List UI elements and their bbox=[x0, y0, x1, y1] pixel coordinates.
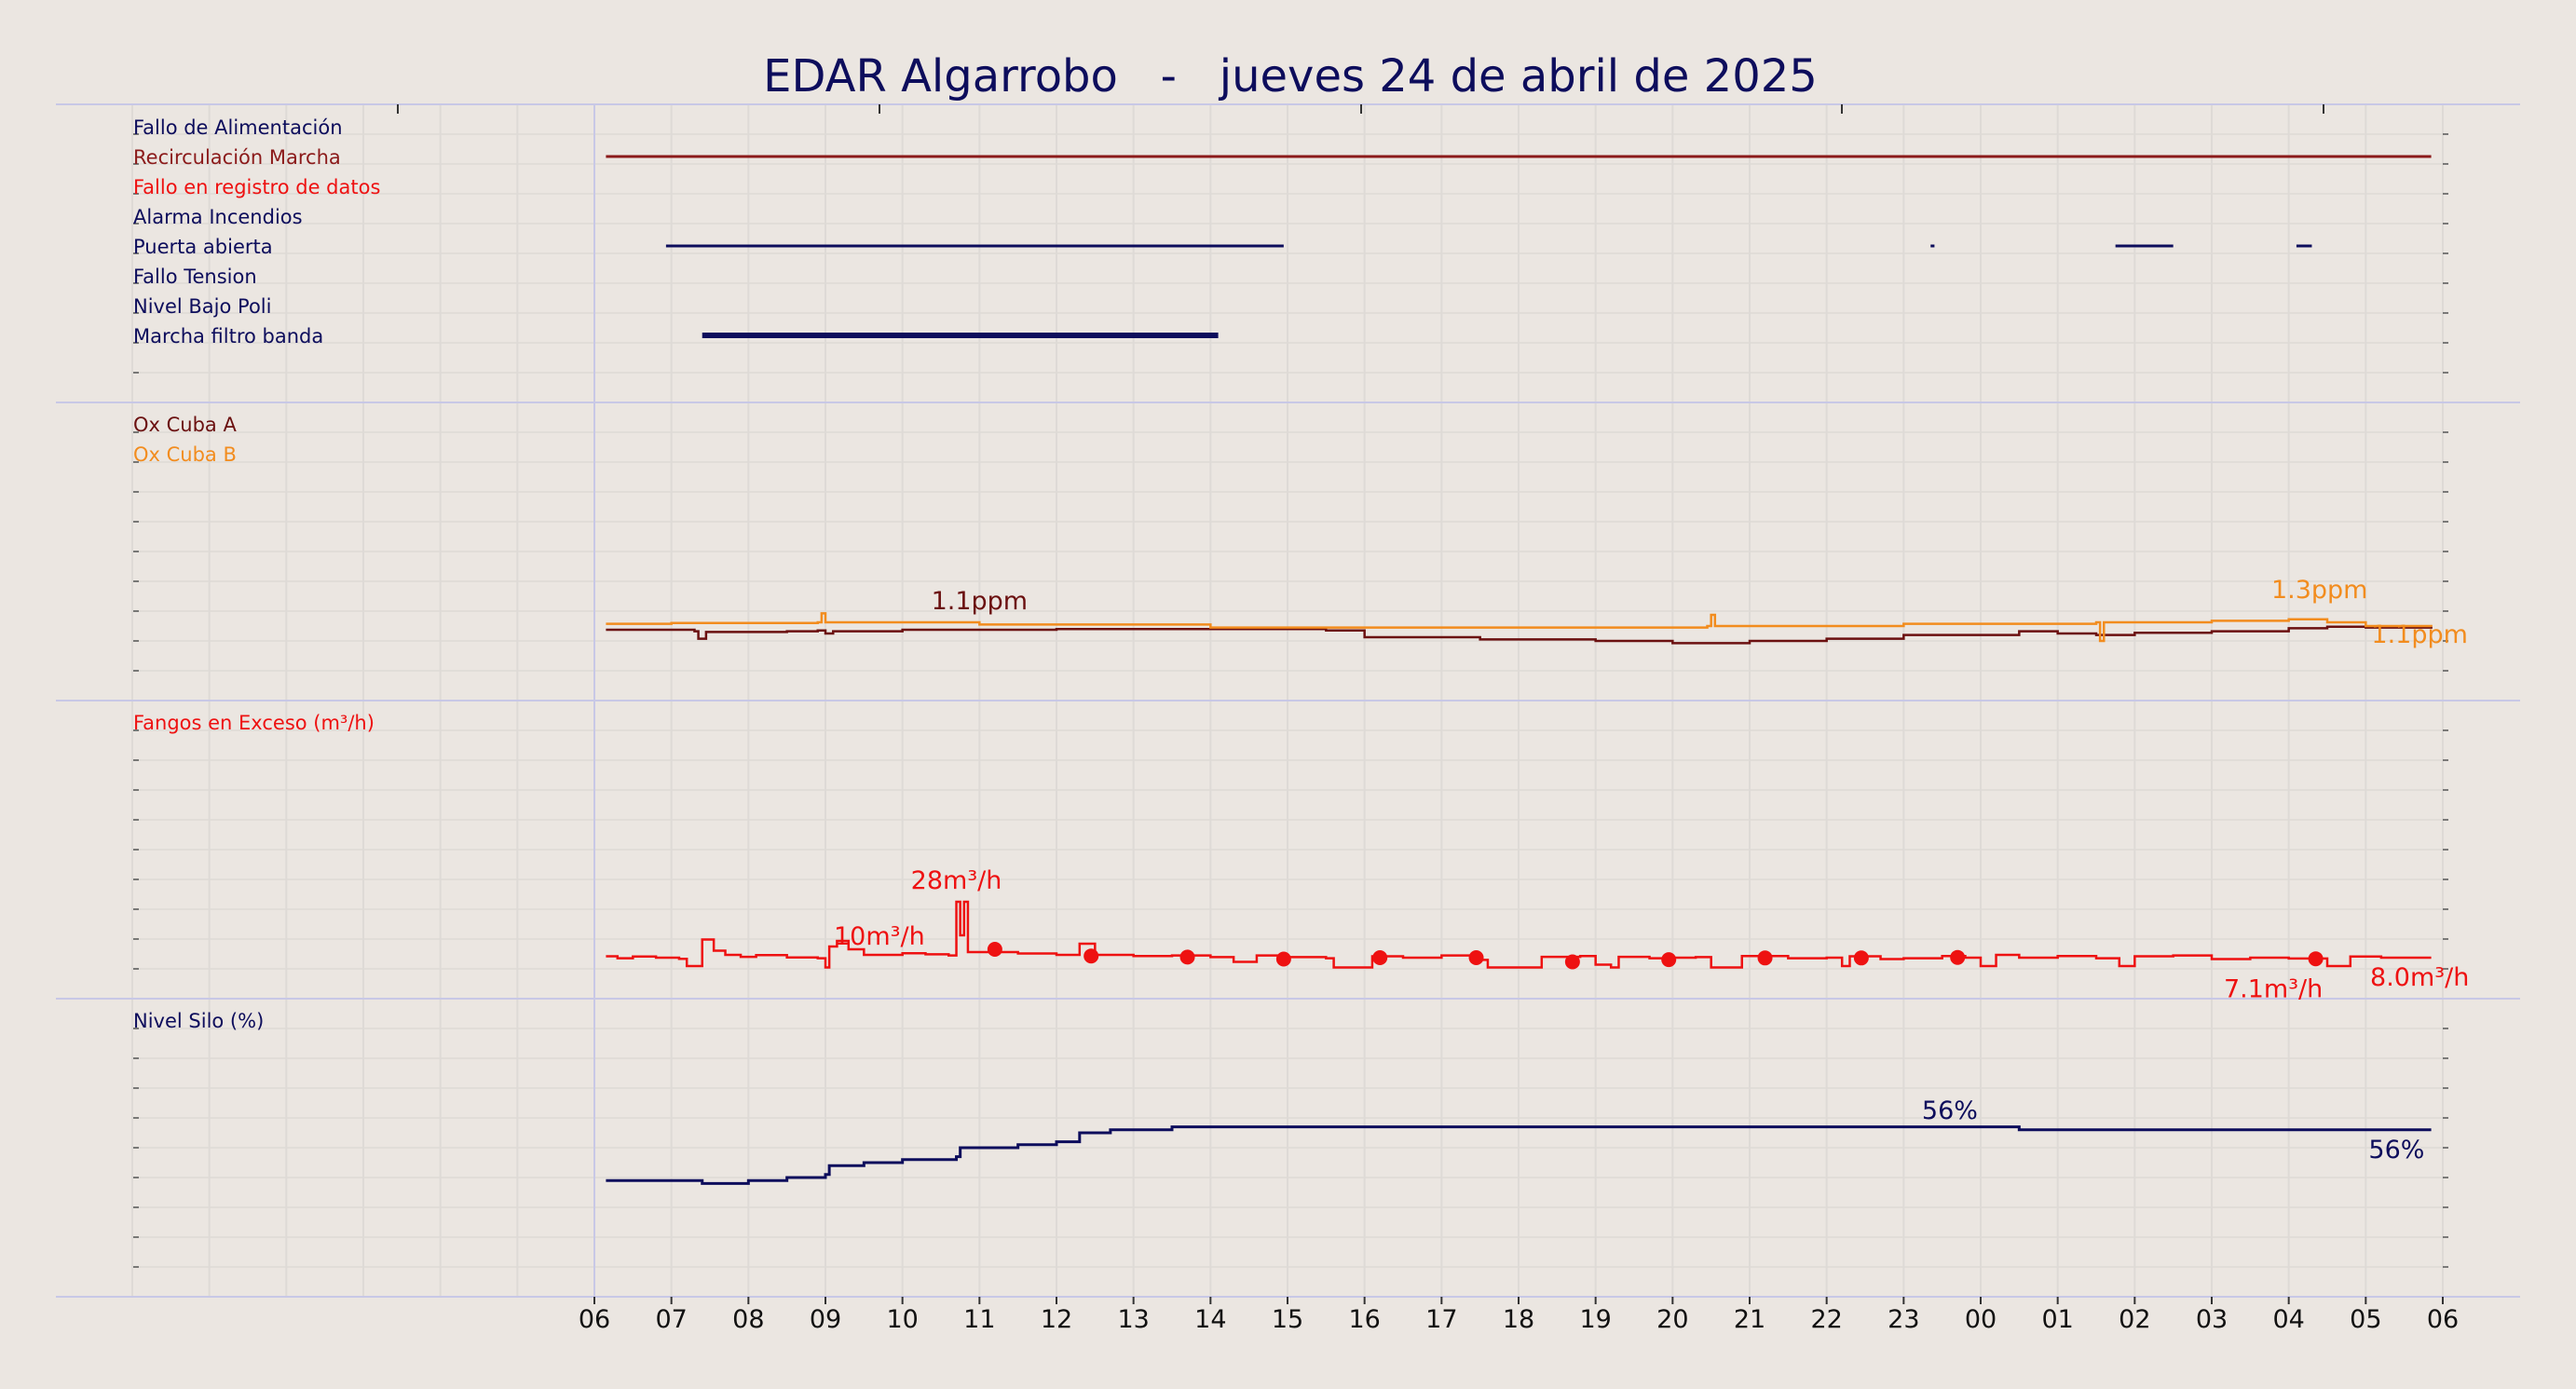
sludge-marker bbox=[1950, 949, 1966, 965]
silo-line bbox=[606, 1125, 2432, 1185]
x-tick-label: 11 bbox=[963, 1305, 995, 1334]
oxygen-legend-label: Ox Cuba A bbox=[133, 414, 237, 436]
silo-value-label: 56% bbox=[1922, 1096, 1978, 1125]
x-tick-label: 02 bbox=[2119, 1305, 2150, 1334]
x-tick-label: 23 bbox=[1888, 1305, 1919, 1334]
x-tick-label: 09 bbox=[810, 1305, 841, 1334]
sludge-marker bbox=[2308, 951, 2324, 967]
oxygen-value-label: 1.3ppm bbox=[2271, 576, 2368, 605]
sludge-marker bbox=[1757, 950, 1773, 966]
alarm-label: Puerta abierta bbox=[133, 236, 273, 258]
x-tick-label: 14 bbox=[1194, 1305, 1226, 1334]
x-tick-label: 19 bbox=[1579, 1305, 1611, 1334]
sludge-marker bbox=[1661, 952, 1677, 968]
x-tick-label: 13 bbox=[1117, 1305, 1149, 1334]
x-tick-label: 04 bbox=[2272, 1305, 2304, 1334]
x-tick-label: 00 bbox=[1965, 1305, 1997, 1334]
silo-panel: Nivel Silo (%) 56% 56% bbox=[133, 1010, 2432, 1185]
sludge-line bbox=[606, 900, 2432, 969]
oxygen-legend-label: Ox Cuba B bbox=[133, 443, 237, 466]
sludge-panel: Fangos en Exceso (m³/h) 28m³/h 10m³/h 7.1m³… bbox=[133, 712, 2469, 1004]
x-tick-label: 12 bbox=[1041, 1305, 1072, 1334]
sludge-value-label: 7.1m³/h bbox=[2224, 975, 2323, 1004]
oxygen-line bbox=[606, 612, 2433, 643]
sludge-marker bbox=[1372, 950, 1388, 965]
sludge-marker bbox=[1468, 950, 1484, 965]
oxygen-value-label: 1.1ppm bbox=[932, 587, 1029, 616]
sludge-marker bbox=[987, 942, 1002, 957]
alarm-panel: Fallo de Alimentación Recirculación March… bbox=[133, 116, 2432, 347]
alarm-label: Alarma Incendios bbox=[133, 206, 303, 228]
oxygen-value-label: 1.1ppm bbox=[2371, 620, 2468, 649]
sludge-value-label: 8.0m³/h bbox=[2370, 963, 2469, 992]
x-tick-label: 17 bbox=[1425, 1305, 1457, 1334]
sludge-marker bbox=[1275, 951, 1291, 967]
x-tick-label: 16 bbox=[1348, 1305, 1380, 1334]
sludge-marker bbox=[1179, 949, 1195, 965]
x-tick-label: 20 bbox=[1656, 1305, 1688, 1334]
x-tick-label: 22 bbox=[1810, 1305, 1842, 1334]
x-tick-label: 10 bbox=[886, 1305, 918, 1334]
x-tick-label: 21 bbox=[1734, 1305, 1765, 1334]
sludge-marker bbox=[1853, 950, 1869, 966]
oxygen-line bbox=[606, 625, 2433, 645]
chart-title: EDAR Algarrobo - jueves 24 de abril de 2… bbox=[763, 50, 1818, 102]
chart-layers: 06 07 08 09 10 11 12 13 14 15 16 17 18 19 20 21 22 23 00 01… bbox=[56, 103, 2520, 1334]
x-axis: 06 07 08 09 10 11 12 13 14 15 16 17 18 19 20 21 22 23 00 01… bbox=[579, 1297, 2459, 1334]
alarm-label: Fallo de Alimentación bbox=[133, 116, 343, 139]
x-tick-label: 07 bbox=[655, 1305, 687, 1334]
alarm-label: Fallo Tension bbox=[133, 266, 257, 288]
alarm-label: Recirculación Marcha bbox=[133, 146, 341, 169]
sludge-marker bbox=[1084, 948, 1099, 964]
silo-value-label: 56% bbox=[2368, 1136, 2424, 1164]
alarm-label: Nivel Bajo Poli bbox=[133, 295, 271, 318]
x-tick-label: 15 bbox=[1272, 1305, 1303, 1334]
alarm-label: Marcha filtro banda bbox=[133, 325, 323, 347]
x-tick-label: 18 bbox=[1503, 1305, 1534, 1334]
sludge-value-label: 10m³/h bbox=[834, 922, 925, 951]
sludge-value-label: 28m³/h bbox=[911, 866, 1002, 895]
x-tick-label: 01 bbox=[2041, 1305, 2073, 1334]
x-tick-label: 03 bbox=[2196, 1305, 2228, 1334]
x-tick-label: 06 bbox=[579, 1305, 610, 1334]
alarm-label: Fallo en registro de datos bbox=[133, 176, 380, 198]
silo-legend-label: Nivel Silo (%) bbox=[133, 1010, 264, 1032]
sludge-marker bbox=[1564, 954, 1580, 970]
x-tick-label: 06 bbox=[2427, 1305, 2459, 1334]
x-tick-label: 05 bbox=[2350, 1305, 2381, 1334]
x-tick-label: 08 bbox=[732, 1305, 764, 1334]
sludge-legend-label: Fangos en Exceso (m³/h) bbox=[133, 712, 375, 734]
